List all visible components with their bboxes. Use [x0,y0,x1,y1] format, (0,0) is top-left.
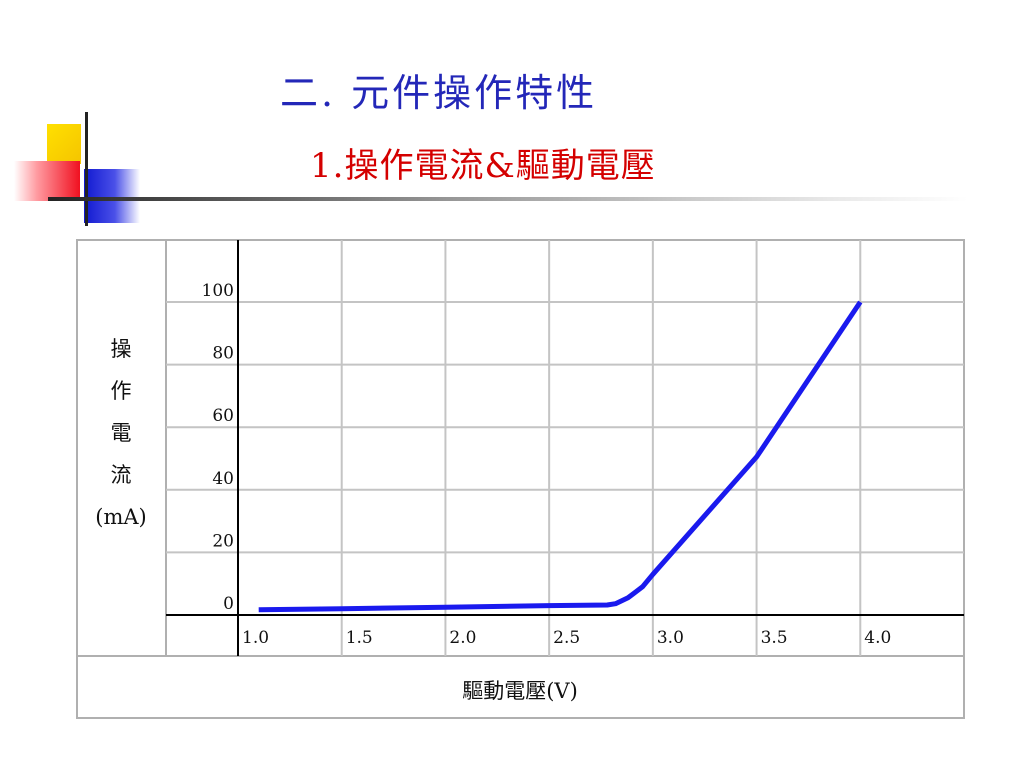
decor-red-block [14,161,80,201]
x-tick-label: 1.5 [346,628,373,648]
y-tick-label: 100 [202,281,234,301]
y-axis-label-char: (mA) [95,505,146,529]
chart-frame [76,239,965,719]
x-tick-label: 3.5 [761,628,788,648]
x-tick-label: 3.0 [657,628,684,648]
decor-horizontal-rule [48,197,968,201]
series-layer [258,300,863,613]
y-tick-label: 40 [212,469,234,489]
slide-subtitle: 1.操作電流&驅動電壓 [310,146,656,186]
y-tick-label: 0 [223,594,234,614]
y-tick-label: 60 [212,406,234,426]
decor-yellow-block [47,124,81,164]
y-tick-label: 20 [212,531,234,551]
y-axis-label-char: 電 [111,421,132,445]
series-line [258,300,863,613]
slide-title: 二. 元件操作特性 [280,71,598,115]
y-tick-label: 80 [212,344,234,364]
tick-labels: 0 20 40 60 80 100 1.0 1.5 2.0 2.5 3.0 3.5 4.0 [202,281,892,648]
y-axis-label: 操作電流 (mA) [95,337,146,529]
x-tick-label: 4.0 [864,628,891,648]
x-tick-label: 2.0 [449,628,476,648]
axes [166,240,964,656]
y-axis-label-char: 流 [111,463,132,487]
decor-blue-block [84,169,140,223]
x-tick-label: 1.0 [242,628,269,648]
y-axis-label-char: 操 [111,337,132,361]
decor-vertical-line [85,112,88,226]
grid [166,240,964,656]
x-axis-label: 驅動電壓(V) [462,679,578,703]
x-tick-label: 2.5 [553,628,580,648]
y-axis-label-char: 作 [111,379,132,403]
